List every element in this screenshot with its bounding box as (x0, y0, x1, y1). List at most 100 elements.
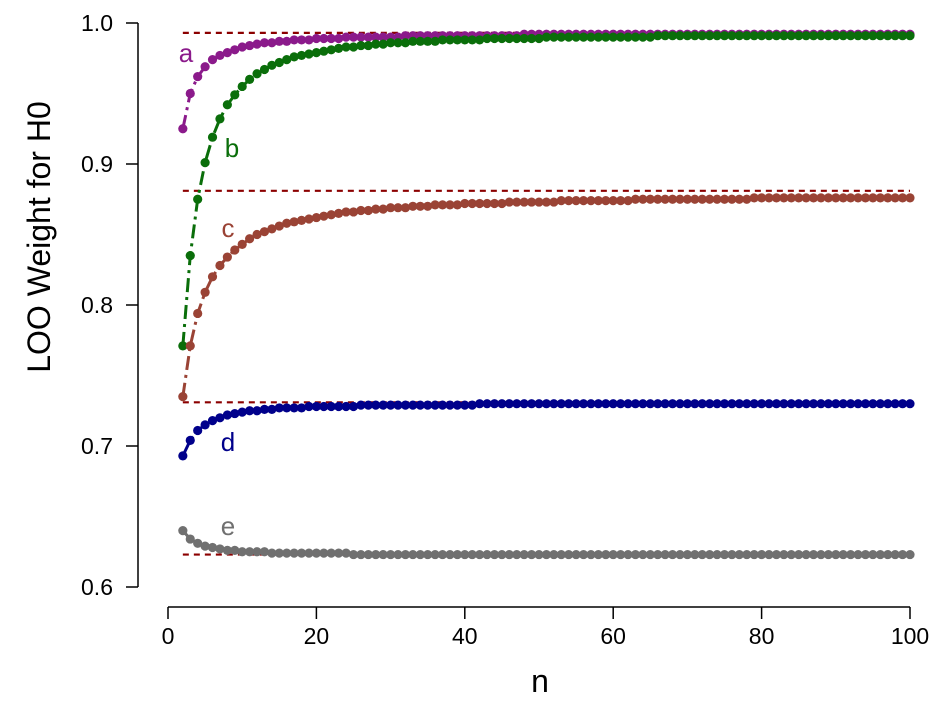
data-point (808, 549, 819, 560)
axes: 0.6 0.7 0.8 0.9 1.0 0 20 40 60 80 100 (81, 10, 929, 649)
data-point (653, 549, 663, 560)
data-point (311, 48, 321, 58)
data-point (259, 404, 270, 414)
data-point (526, 33, 537, 44)
data-point (408, 36, 418, 46)
data-point (779, 549, 789, 560)
data-point (764, 399, 774, 409)
data-point (215, 544, 225, 554)
data-point (252, 69, 262, 79)
data-point (193, 71, 203, 82)
data-point (771, 399, 782, 409)
data-point (808, 399, 819, 409)
data-point (742, 549, 752, 560)
y-tick-label: 0.7 (81, 433, 113, 459)
data-point (400, 38, 411, 48)
data-point (178, 341, 188, 351)
data-point (230, 545, 240, 555)
data-point (245, 40, 255, 51)
data-point (749, 399, 759, 409)
data-point (452, 35, 462, 45)
series-b: b (178, 31, 915, 351)
data-point (252, 229, 262, 240)
data-point (341, 401, 351, 412)
data-point (222, 545, 232, 555)
data-point (638, 32, 648, 42)
data-point (282, 403, 292, 413)
data-point (519, 33, 529, 44)
data-point (742, 31, 752, 41)
data-point (556, 549, 566, 560)
data-point (823, 549, 833, 560)
data-point (801, 399, 811, 409)
data-point (423, 36, 433, 46)
data-point (185, 88, 195, 99)
data-point (578, 196, 589, 206)
data-point (452, 400, 462, 410)
data-point (185, 341, 195, 351)
data-point (259, 64, 270, 75)
data-point (207, 542, 218, 553)
data-point (794, 193, 804, 203)
data-point (675, 399, 685, 409)
data-point (682, 549, 693, 560)
data-point (274, 403, 284, 413)
data-point (504, 197, 514, 207)
data-point (586, 549, 596, 560)
data-point (541, 399, 552, 409)
data-point (200, 420, 210, 430)
data-point (274, 36, 284, 46)
data-point (897, 399, 908, 409)
data-point (178, 124, 188, 134)
data-point (897, 31, 908, 41)
data-point (667, 549, 678, 560)
data-point (705, 549, 715, 560)
data-point (215, 50, 225, 61)
data-point (697, 194, 707, 204)
data-point (185, 534, 195, 544)
data-point (482, 33, 492, 44)
data-point (311, 548, 321, 558)
data-point (838, 399, 848, 409)
data-point (667, 194, 678, 204)
data-point (564, 196, 574, 206)
data-point (334, 33, 344, 44)
data-point (727, 31, 737, 41)
data-point (831, 31, 841, 41)
data-point (883, 193, 893, 203)
data-point (868, 399, 878, 409)
data-point (653, 31, 663, 41)
data-point (727, 194, 737, 204)
data-point (534, 399, 544, 409)
data-point (245, 234, 255, 244)
data-point (423, 400, 433, 410)
data-point (408, 201, 418, 211)
data-point (230, 245, 240, 255)
data-point (690, 194, 700, 204)
y-axis-title: LOO Weight for H0 (21, 101, 57, 373)
data-point (341, 42, 351, 52)
data-point (378, 400, 388, 410)
data-point (549, 549, 559, 560)
data-point (512, 33, 522, 44)
data-point (578, 32, 589, 42)
data-point (549, 399, 559, 409)
data-point (222, 410, 232, 420)
data-point (237, 81, 247, 92)
data-point (675, 549, 685, 560)
data-point (697, 549, 707, 560)
data-point (608, 549, 618, 560)
data-point (564, 399, 574, 409)
data-point (304, 49, 314, 59)
data-point (816, 399, 826, 409)
data-point (489, 549, 500, 560)
data-point (690, 399, 700, 409)
series-c: c (178, 193, 915, 402)
x-tick-label: 100 (891, 623, 929, 649)
data-point (808, 31, 819, 41)
data-point (645, 399, 655, 409)
data-point (645, 194, 655, 204)
data-point (230, 90, 240, 100)
data-point (304, 35, 314, 45)
data-point (608, 399, 618, 409)
